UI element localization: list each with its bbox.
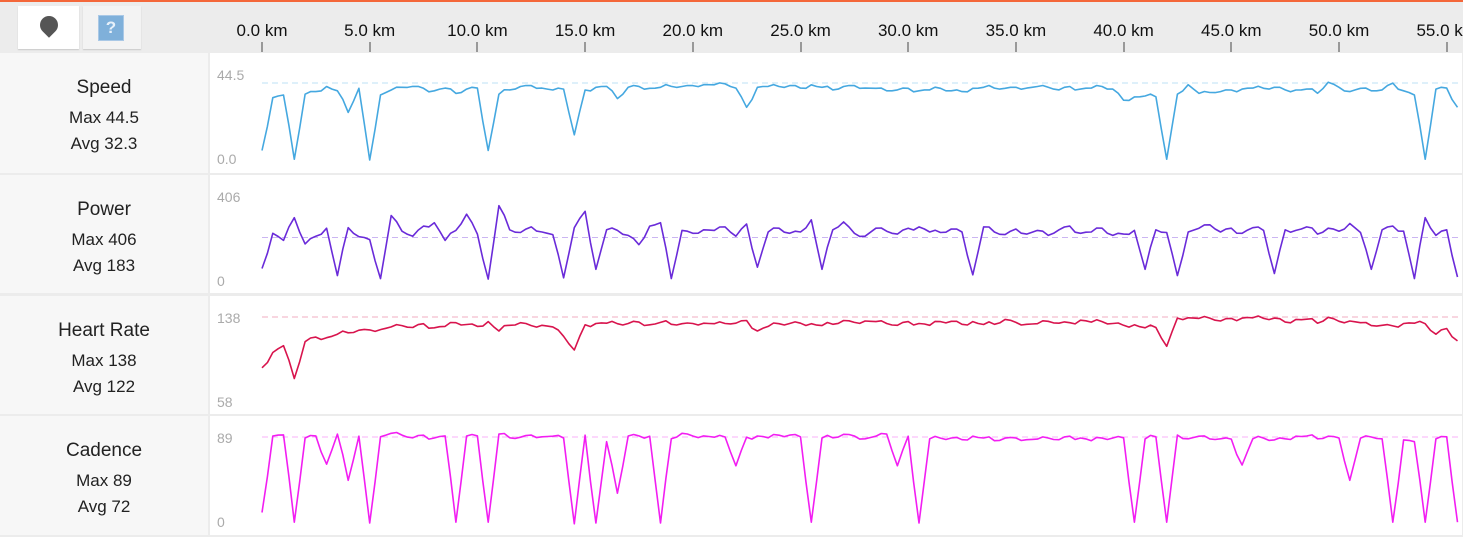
speed-y-min-label: 0.0 [217, 151, 237, 167]
heart-rate-y-max-label: 138 [217, 310, 241, 326]
cadence-max: Max 89 [76, 471, 132, 490]
help-icon: ? [98, 15, 124, 41]
x-tick-mark [907, 42, 910, 52]
power-y-min-label: 0 [217, 273, 225, 289]
speed-avg: Avg 32.3 [70, 134, 138, 153]
x-tick-mark [1014, 42, 1017, 52]
cadence-y-max-label: 89 [217, 430, 233, 446]
x-tick-mark [584, 42, 587, 52]
help-button[interactable]: ? [83, 6, 141, 49]
cadence-avg: Avg 72 [77, 497, 131, 516]
heart-rate-plot [261, 315, 1462, 380]
power-panel: Power Max 406 Avg 183 406 0 [0, 175, 1463, 293]
x-tick-label: 30.0 km [877, 21, 939, 40]
x-tick-mark [1338, 42, 1340, 52]
heart-rate-series-line [261, 315, 1458, 380]
speed-max: Max 44.5 [69, 108, 139, 127]
map-button[interactable] [18, 6, 79, 49]
x-tick-label: 10.0 km [447, 21, 508, 40]
map-pin-icon [36, 12, 62, 38]
x-tick-mark [261, 42, 263, 52]
heart-rate-avg: Avg 122 [72, 377, 136, 396]
speed-y-max-label: 44.5 [217, 67, 245, 83]
heart-rate-summary: Heart Rate Max 138 Avg 122 [0, 296, 208, 414]
power-title: Power [77, 199, 131, 220]
cadence-y-min-label: 0 [217, 514, 225, 530]
x-tick-label: 15.0 km [554, 21, 616, 40]
x-tick-label: 50.0 km [1308, 21, 1370, 40]
power-summary: Power Max 406 Avg 183 [0, 175, 208, 293]
x-tick-mark [691, 42, 694, 52]
x-tick-label: 45.0 km [1201, 21, 1262, 40]
power-chart[interactable]: 406 0 [210, 175, 1462, 293]
power-avg: Avg 183 [72, 256, 136, 275]
x-tick-mark [1445, 42, 1448, 52]
power-series-line [261, 204, 1459, 280]
speed-series-line [261, 81, 1459, 161]
heart-rate-title: Heart Rate [58, 320, 150, 341]
cadence-panel: Cadence Max 89 Avg 72 89 0 [0, 416, 1463, 535]
heart-rate-y-min-label: 58 [217, 394, 233, 410]
speed-panel: Speed Max 44.5 Avg 32.3 44.5 0.0 [0, 53, 1463, 173]
power-y-max-label: 406 [217, 189, 241, 205]
speed-chart[interactable]: 44.5 0.0 [210, 53, 1462, 173]
x-tick-mark [1122, 42, 1125, 52]
heart-rate-chart[interactable]: 138 58 [210, 296, 1462, 414]
x-tick-mark [368, 42, 371, 52]
heart-rate-max: Max 138 [71, 351, 137, 370]
power-max: Max 406 [71, 230, 137, 249]
toolbar: ? 0.0 km 5.0 km 10.0 km 15.0 km 20.0 km 25.0 … [0, 2, 1463, 52]
x-tick-label: 55.0 km [1416, 21, 1463, 40]
x-tick-mark [799, 42, 802, 52]
cadence-series-line [261, 431, 1459, 525]
speed-plot [261, 81, 1462, 161]
x-tick-label: 0.0 km [236, 21, 288, 40]
cadence-plot [261, 431, 1462, 525]
x-tick-label: 40.0 km [1093, 21, 1154, 40]
power-plot [261, 204, 1462, 280]
x-tick-label: 35.0 km [985, 21, 1047, 40]
cadence-title: Cadence [65, 440, 143, 461]
x-tick-mark [476, 42, 479, 52]
cadence-summary: Cadence Max 89 Avg 72 [0, 416, 208, 535]
speed-title: Speed [76, 77, 132, 98]
accent-bar [0, 0, 1463, 2]
x-tick-label: 20.0 km [662, 21, 724, 40]
speed-summary: Speed Max 44.5 Avg 32.3 [0, 53, 208, 173]
x-tick-label: 5.0 km [344, 21, 396, 40]
x-tick-mark [1230, 42, 1233, 52]
cadence-chart[interactable]: 89 0 [210, 416, 1462, 535]
heart-rate-panel: Heart Rate Max 138 Avg 122 138 58 [0, 296, 1463, 414]
x-tick-label: 25.0 km [770, 21, 831, 40]
